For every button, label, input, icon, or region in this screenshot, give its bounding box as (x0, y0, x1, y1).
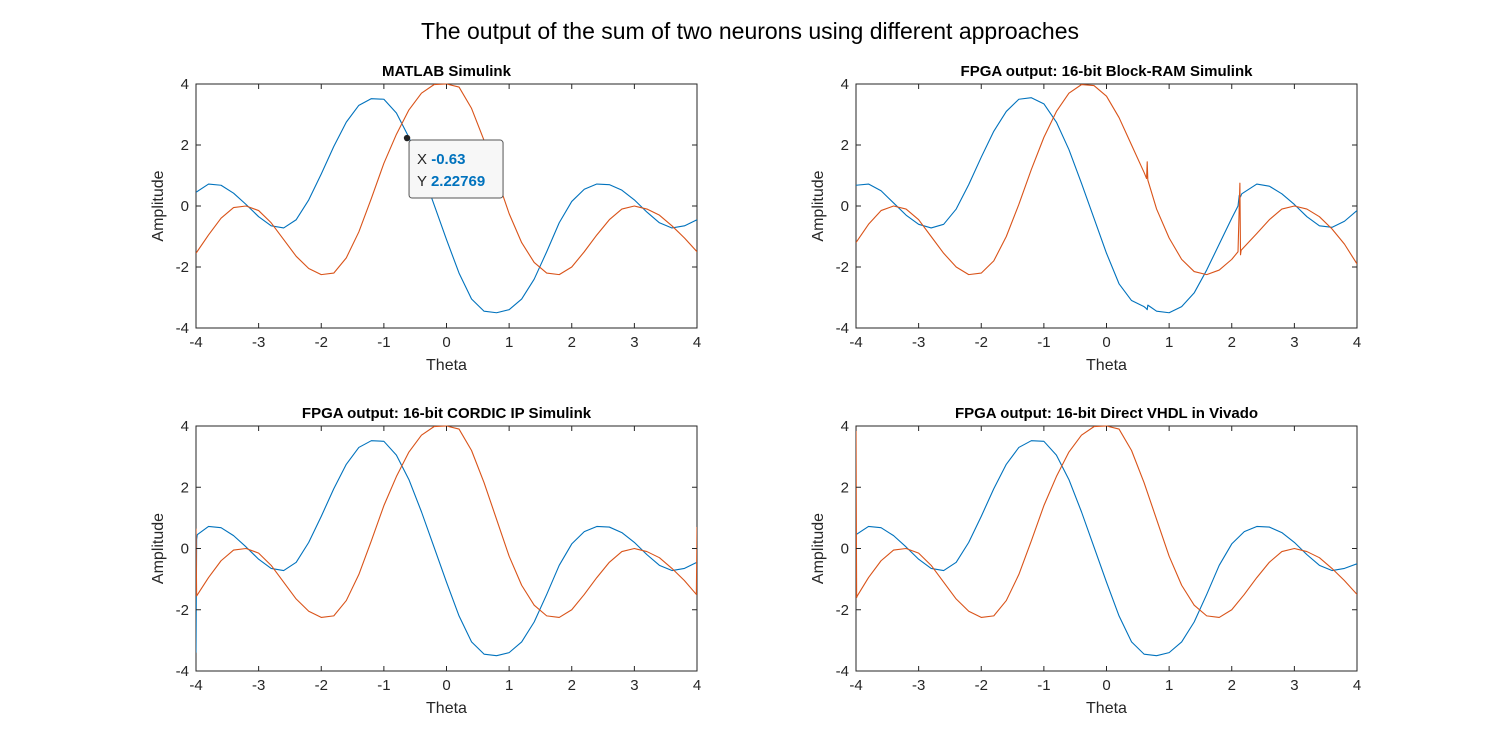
x-tick-label: 0 (442, 677, 450, 694)
plot-area (195, 425, 698, 672)
x-tick-label: -2 (315, 334, 328, 351)
x-tick-label: 1 (1165, 334, 1173, 351)
x-tick-label: 4 (693, 334, 701, 351)
subplot-2: -4 -3 -2 -1 0 1 2 3 4 -4 -2 0 2 4 FPGA output: 16-bit … (810, 63, 1361, 374)
subplot-3: -4 -3 -2 -1 0 1 2 3 4 -4 -2 0 2 4 FPGA output: 16-bit … (150, 405, 701, 717)
x-tick-label: -4 (849, 677, 862, 694)
subplot-4: -4 -3 -2 -1 0 1 2 3 4 -4 -2 0 2 4 FPGA output: 16-bit … (810, 405, 1361, 717)
plot-area (195, 83, 698, 329)
x-tick-label: -1 (377, 334, 390, 351)
x-tick-label: 2 (1228, 334, 1236, 351)
datatip-box (408, 139, 504, 199)
x-tick-label: -4 (189, 334, 202, 351)
y-tick-label: -2 (836, 259, 849, 276)
y-tick-label: 4 (841, 76, 849, 93)
y-tick-label: 2 (841, 137, 849, 154)
x-tick-label: 4 (693, 677, 701, 694)
x-tick-label: -3 (912, 677, 925, 694)
x-tick-label: 1 (505, 334, 513, 351)
subplot-title: FPGA output: 16-bit Block-RAM Simulink (961, 63, 1254, 80)
x-tick-label: -2 (315, 677, 328, 694)
series-line-1 (196, 98, 697, 314)
x-tick-label: -4 (849, 334, 862, 351)
plot-area (855, 425, 1358, 672)
plot-area (855, 83, 1358, 329)
y-axis-label: Amplitude (150, 170, 167, 241)
x-tick-label: 1 (1165, 677, 1173, 694)
y-tick-label: -2 (176, 259, 189, 276)
series-line-2 (856, 425, 1357, 618)
y-tick-label: 0 (841, 541, 849, 558)
y-tick-label: -4 (176, 320, 189, 337)
x-tick-label: 3 (1290, 334, 1298, 351)
y-tick-label: -2 (836, 602, 849, 619)
y-tick-label: 2 (181, 137, 189, 154)
subplot-title: FPGA output: 16-bit Direct VHDL in Vivad… (955, 405, 1258, 422)
x-axis-label: Theta (1086, 357, 1127, 374)
y-axis-label: Amplitude (810, 170, 827, 241)
y-tick-label: -4 (836, 320, 849, 337)
series-line-1 (856, 97, 1357, 314)
y-axis-label: Amplitude (810, 513, 827, 584)
figure-title: The output of the sum of two neurons usi… (420, 18, 1080, 44)
datatip[interactable]: X -0.63 Y 2.22769 (403, 134, 504, 199)
y-axis-label: Amplitude (150, 513, 167, 584)
x-tick-label: 3 (630, 334, 638, 351)
series-line-2 (856, 84, 1357, 276)
x-tick-label: -1 (377, 677, 390, 694)
x-tick-label: 4 (1353, 334, 1361, 351)
x-axis-label: Theta (1086, 700, 1127, 717)
x-tick-label: 0 (442, 334, 450, 351)
x-tick-label: 0 (1102, 334, 1110, 351)
y-tick-label: 4 (181, 76, 189, 93)
x-tick-label: 2 (1228, 677, 1236, 694)
x-tick-label: -2 (975, 677, 988, 694)
y-tick-label: -2 (176, 602, 189, 619)
x-tick-label: 4 (1353, 677, 1361, 694)
x-tick-label: -2 (975, 334, 988, 351)
y-tick-label: 0 (181, 541, 189, 558)
x-tick-label: -1 (1037, 334, 1050, 351)
datatip-x: X -0.63 (417, 151, 465, 168)
series-line-1 (856, 440, 1357, 657)
datatip-y: Y 2.22769 (417, 173, 485, 190)
x-tick-label: 3 (630, 677, 638, 694)
y-tick-label: 2 (181, 479, 189, 496)
datatip-marker[interactable] (403, 134, 411, 142)
subplot-title: FPGA output: 16-bit CORDIC IP Simulink (302, 405, 592, 422)
subplot-1: -4 -3 -2 -1 0 1 2 3 4 -4 -2 0 2 4 MATLAB Simulink Theta… (150, 63, 701, 374)
x-tick-label: 1 (505, 677, 513, 694)
y-tick-label: 2 (841, 479, 849, 496)
y-tick-label: 0 (841, 198, 849, 215)
series-line-1 (196, 440, 697, 657)
y-tick-label: -4 (836, 663, 849, 680)
x-tick-label: -3 (252, 677, 265, 694)
x-axis-label: Theta (426, 357, 467, 374)
y-tick-label: 4 (181, 418, 189, 435)
x-axis-label: Theta (426, 700, 467, 717)
y-tick-label: 4 (841, 418, 849, 435)
y-tick-label: 0 (181, 198, 189, 215)
x-tick-label: 2 (568, 334, 576, 351)
subplot-title: MATLAB Simulink (382, 63, 512, 80)
y-tick-label: -4 (176, 663, 189, 680)
x-tick-label: -1 (1037, 677, 1050, 694)
x-tick-label: -3 (912, 334, 925, 351)
x-tick-label: 2 (568, 677, 576, 694)
x-tick-label: -4 (189, 677, 202, 694)
x-tick-label: 3 (1290, 677, 1298, 694)
x-tick-label: 0 (1102, 677, 1110, 694)
x-tick-label: -3 (252, 334, 265, 351)
